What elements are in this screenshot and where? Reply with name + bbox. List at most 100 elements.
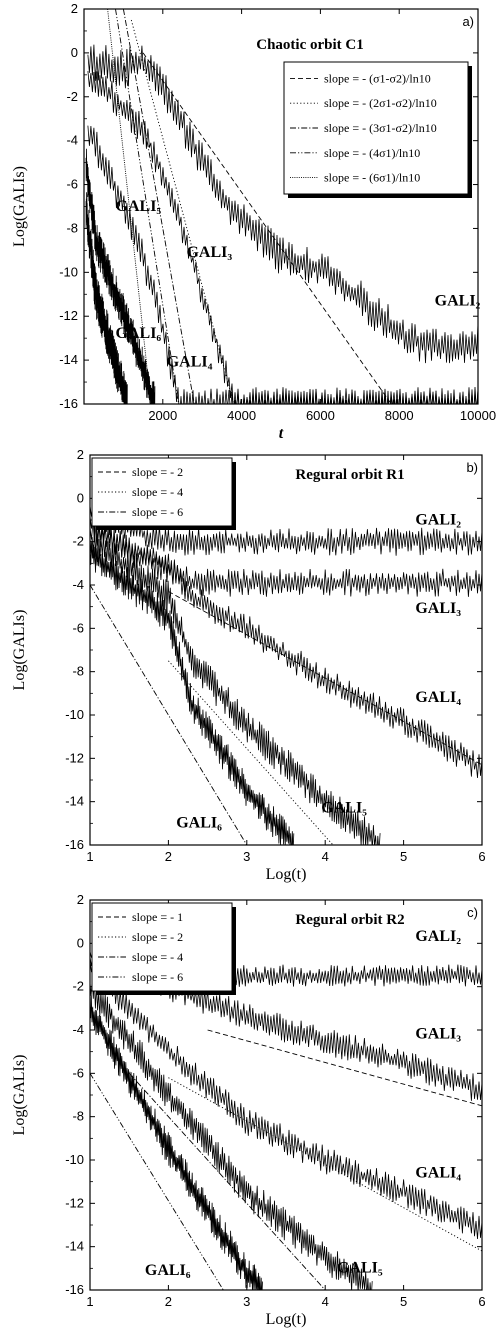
fit-line-2 [128, 1072, 326, 1290]
series-label-gali4: GALI₄ [415, 689, 461, 706]
panel-b: -16 -14 -12 -10 -8 -6 -4 -2 0 2 1 2 3 4 5 6 Log(t) Log(GA… [11, 447, 486, 883]
y-tick-label: -14 [65, 1239, 84, 1254]
y-tick-label: 2 [77, 892, 84, 907]
legend-entry: slope = - 1 [132, 910, 183, 924]
y-tick-label: -6 [72, 620, 84, 635]
series-line-gali3 [90, 511, 482, 597]
x-tick-label: 4000 [227, 408, 256, 423]
legend-entry: slope = - (3σ1-σ2)/ln10 [324, 121, 437, 135]
fit-line-3 [90, 1073, 224, 1290]
series-label-gali5: GALI₅ [321, 800, 367, 817]
y-tick-label: -6 [66, 177, 78, 192]
y-tick-label: 2 [77, 447, 84, 462]
y-tick-label: -2 [72, 534, 84, 549]
x-tick-label: 2 [165, 1294, 172, 1309]
series-line-gali2 [90, 498, 482, 556]
panel-title: Regural orbit R2 [295, 912, 404, 928]
legend-entry: slope = - 6 [132, 505, 183, 519]
y-tick-label: -8 [72, 664, 84, 679]
plot-area [90, 947, 482, 1290]
y-tick-label: -10 [65, 1152, 84, 1167]
legend-entry: slope = - 2 [132, 930, 183, 944]
x-axis-label: Log(t) [266, 866, 307, 883]
legend-entry: slope = - 2 [132, 465, 183, 479]
x-tick-label: 6 [478, 849, 485, 864]
series-label-gali6: GALI₆ [145, 1262, 191, 1279]
series-line-gali3 [87, 71, 478, 404]
y-tick-label: 0 [77, 935, 84, 950]
y-axis-label: Log(GALIs) [11, 1055, 28, 1136]
x-tick-label: 3 [243, 1294, 250, 1309]
y-tick-label: -4 [72, 1022, 84, 1037]
legend-entry: slope = - (σ1-σ2)/ln10 [324, 71, 431, 85]
panel-tag: b) [466, 460, 478, 475]
y-tick-label: -8 [66, 220, 78, 235]
series-label-gali5: GALI₅ [116, 198, 162, 215]
series-label-gali5: GALI₅ [337, 1260, 383, 1277]
series-label-gali6: GALI₆ [116, 325, 162, 342]
plot-area [90, 498, 482, 845]
x-axis-label: Log(t) [266, 1311, 307, 1328]
series-label-gali6: GALI₆ [176, 815, 222, 832]
legend-entry: slope = - 4 [132, 485, 183, 499]
legend-entry: slope = - (6σ1)/ln10 [324, 171, 420, 185]
panel-title: Regural orbit R1 [295, 467, 404, 483]
y-tick-label: -4 [66, 133, 78, 148]
x-tick-label: 1 [86, 849, 93, 864]
series-line-gali6 [90, 995, 263, 1290]
y-tick-label: -12 [59, 308, 78, 323]
fit-line-0 [168, 591, 482, 766]
fit-line-4 [107, 9, 152, 404]
series-label-gali4: GALI₄ [167, 354, 213, 371]
series-line-gali4 [90, 520, 482, 779]
series-label-gali3: GALI₃ [415, 1026, 461, 1043]
series-line-gali6 [85, 192, 128, 404]
series-line-gali4 [87, 125, 478, 404]
fit-line-3 [115, 9, 180, 404]
y-tick-label: -10 [65, 707, 84, 722]
y-tick-label: -8 [72, 1109, 84, 1124]
y-axis-label: Log(GALIs) [11, 166, 28, 247]
panel-title: Chaotic orbit C1 [256, 37, 364, 53]
x-tick-label: 10000 [460, 408, 496, 423]
y-tick-label: -16 [59, 396, 78, 411]
plot-area [85, 9, 478, 404]
series-label-gali3: GALI₃ [186, 244, 232, 261]
x-tick-label: 8000 [385, 408, 414, 423]
y-tick-label: -12 [65, 1195, 84, 1210]
x-tick-label: 4 [322, 1294, 329, 1309]
x-axis-label: t [279, 425, 284, 442]
series-label-gali2: GALI₂ [415, 928, 461, 945]
y-tick-label: -16 [65, 1282, 84, 1297]
y-tick-label: -2 [72, 979, 84, 994]
fit-line-1 [168, 660, 334, 845]
x-tick-label: 5 [400, 849, 407, 864]
y-axis-label: Log(GALIs) [11, 610, 28, 691]
panel-tag: c) [467, 905, 478, 920]
panel-tag: a) [462, 14, 474, 29]
series-label-gali3: GALI₃ [415, 600, 461, 617]
x-tick-label: 5 [400, 1294, 407, 1309]
series-line-gali2 [87, 44, 478, 364]
series-line-gali4 [90, 961, 482, 1240]
series-line-gali5 [90, 527, 381, 845]
legend-entry: slope = - (4σ1)/ln10 [324, 146, 420, 160]
y-tick-label: -10 [59, 264, 78, 279]
series-label-gali2: GALI₂ [435, 292, 481, 309]
y-tick-label: -4 [72, 577, 84, 592]
fit-line-2 [90, 584, 248, 845]
legend-entry: slope = - 4 [132, 950, 183, 964]
y-tick-label: -16 [65, 837, 84, 852]
x-tick-label: 2000 [148, 408, 177, 423]
series-line-gali5 [90, 979, 373, 1290]
x-tick-label: 1 [86, 1294, 93, 1309]
series-label-gali4: GALI₄ [415, 1164, 461, 1181]
y-tick-label: -14 [65, 794, 84, 809]
x-tick-label: 2 [165, 849, 172, 864]
series-label-gali2: GALI₂ [415, 511, 461, 528]
panel-a: -16 -14 -12 -10 -8 -6 -4 -2 0 2 2000 4000 6000 8000 10… [11, 1, 496, 442]
y-tick-label: 0 [77, 490, 84, 505]
series-line-gali6 [90, 542, 295, 845]
legend-entry: slope = - (2σ1-σ2)/ln10 [324, 96, 437, 110]
